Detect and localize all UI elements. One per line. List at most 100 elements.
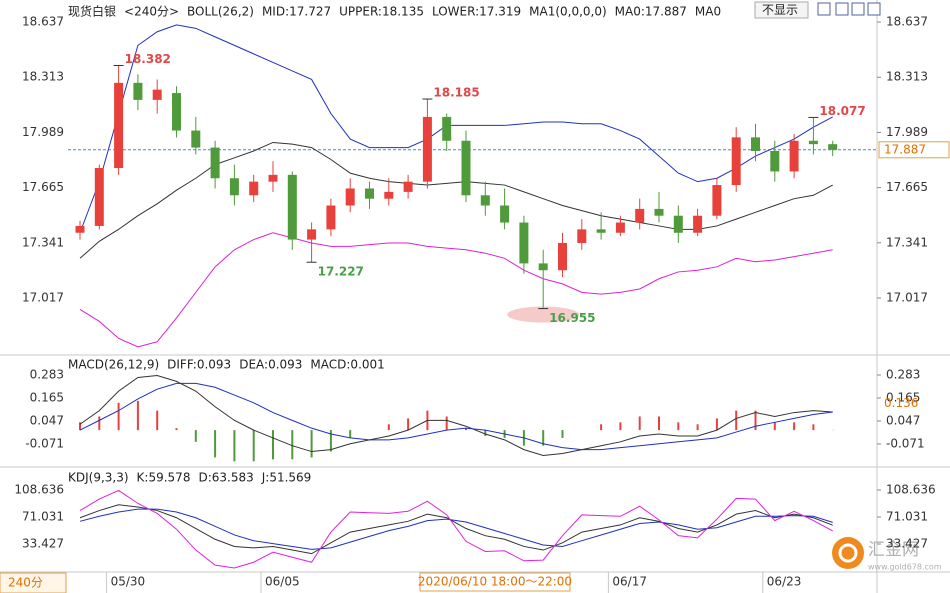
y-tick-label: 0.165 — [30, 390, 64, 404]
toggle-button-label[interactable]: 不显示 — [762, 3, 798, 17]
y-tick-label-right: 71.031 — [886, 509, 928, 523]
low-highlight — [507, 306, 580, 323]
current-value: 0.136 — [884, 396, 918, 410]
extreme-label: 18.077 — [819, 104, 865, 118]
candle-body — [712, 185, 722, 216]
extreme-label: 16.955 — [549, 311, 595, 325]
toggle-button[interactable] — [754, 1, 809, 19]
y-tick-label-right: 18.637 — [886, 15, 928, 29]
indicator-label: KDJ(9,3,3) — [68, 471, 129, 485]
y-tick-label-right: 33.427 — [886, 536, 928, 550]
y-tick-label: 17.665 — [22, 180, 64, 194]
icon[interactable] — [817, 2, 831, 16]
candle-body — [480, 195, 490, 206]
indicator-label: MA0 — [695, 5, 721, 19]
candle-body — [500, 205, 510, 223]
indicator-label: MACD:0.001 — [310, 358, 384, 372]
x-tick-label: 05/30 — [111, 575, 146, 589]
watermark-logo — [838, 543, 858, 563]
candle-body — [519, 222, 529, 264]
candle-body — [731, 137, 741, 186]
extreme-label: 18.382 — [125, 52, 171, 66]
y-tick-label-right: 17.017 — [886, 290, 928, 304]
candle-body — [442, 116, 452, 141]
indicator-label: MID:17.727 — [262, 5, 331, 19]
candle-body — [654, 208, 664, 216]
candle-body — [615, 222, 625, 233]
indicator-label: LOWER:17.319 — [432, 5, 521, 19]
x-tick-label: 06/05 — [265, 575, 300, 589]
candle-body — [229, 178, 239, 196]
candle-body — [114, 82, 124, 169]
y-tick-label: 0.047 — [30, 413, 64, 427]
candle-body — [577, 229, 587, 243]
y-tick-label: 0.283 — [30, 367, 64, 381]
candle-body — [172, 93, 181, 131]
x-tick-label: 06/17 — [612, 575, 647, 589]
indicator-label: UPPER:18.135 — [339, 5, 424, 19]
y-tick-label: 17.341 — [22, 235, 64, 249]
y-tick-label-right: 0.165 — [886, 390, 920, 404]
candle-body — [94, 168, 104, 226]
indicator-line — [79, 375, 833, 456]
indicator-label: MA0:17.887 — [615, 5, 687, 19]
candle-body — [461, 140, 471, 196]
y-tick-label-right: 17.341 — [886, 235, 928, 249]
candle-body — [808, 140, 818, 145]
candle-body — [287, 174, 297, 240]
candle-body — [268, 174, 278, 182]
candle-body — [693, 215, 703, 233]
watermark-title: 汇金网 — [868, 540, 919, 560]
candle-body — [673, 215, 683, 233]
indicator-line — [79, 489, 833, 569]
y-tick-label: 18.637 — [22, 15, 64, 29]
indicator-line — [79, 382, 833, 451]
y-tick-label-right: -0.071 — [886, 436, 925, 450]
y-tick-label-right: 108.636 — [886, 483, 936, 497]
period-box[interactable] — [0, 572, 67, 593]
period-label[interactable]: 240分 — [8, 576, 43, 590]
candle-body — [133, 82, 143, 100]
candle-body — [538, 263, 548, 271]
indicator-label: BOLL(26,2) — [187, 5, 254, 19]
indicator-line — [79, 232, 833, 348]
icon[interactable] — [851, 2, 865, 16]
y-tick-label: 33.427 — [22, 536, 64, 550]
candle-body — [345, 188, 355, 206]
y-tick-label-right: 17.989 — [886, 125, 928, 139]
indicator-line — [79, 141, 833, 259]
indicator-line — [79, 508, 833, 550]
candle-body — [789, 140, 799, 172]
watermark-url: www.gold678.com — [868, 563, 942, 572]
cursor-label: 2020/06/10 18:00～22:00 — [418, 575, 572, 589]
candle-body — [751, 137, 760, 151]
icon[interactable] — [867, 2, 881, 16]
candle-body — [307, 229, 317, 240]
candle-body — [558, 242, 567, 271]
candle-body — [191, 130, 201, 148]
candle-body — [249, 181, 259, 196]
candle-body — [422, 116, 432, 182]
last-price-label: 17.887 — [884, 142, 926, 156]
candle-body — [210, 147, 220, 179]
indicator-label: MACD(26,12,9) — [68, 358, 159, 372]
indicator-label: K:59.578 — [137, 471, 191, 485]
y-tick-label: 17.989 — [22, 125, 64, 139]
candle-body — [596, 229, 606, 233]
candle-body — [75, 225, 85, 233]
y-tick-label-right: 0.283 — [886, 367, 920, 381]
y-tick-label: 108.636 — [14, 483, 64, 497]
y-tick-label: 18.313 — [22, 70, 64, 84]
last-price-box — [878, 141, 950, 159]
icon[interactable] — [835, 2, 849, 16]
cursor-box — [419, 572, 571, 592]
watermark-logo — [832, 537, 864, 569]
candle-body — [828, 144, 838, 150]
indicator-label: <240分> — [124, 5, 179, 19]
candle-body — [635, 208, 645, 223]
candle-body — [384, 191, 394, 199]
indicator-label: 现货白银 — [68, 4, 116, 19]
indicator-label: D:63.583 — [198, 471, 253, 485]
candle-body — [152, 89, 162, 100]
